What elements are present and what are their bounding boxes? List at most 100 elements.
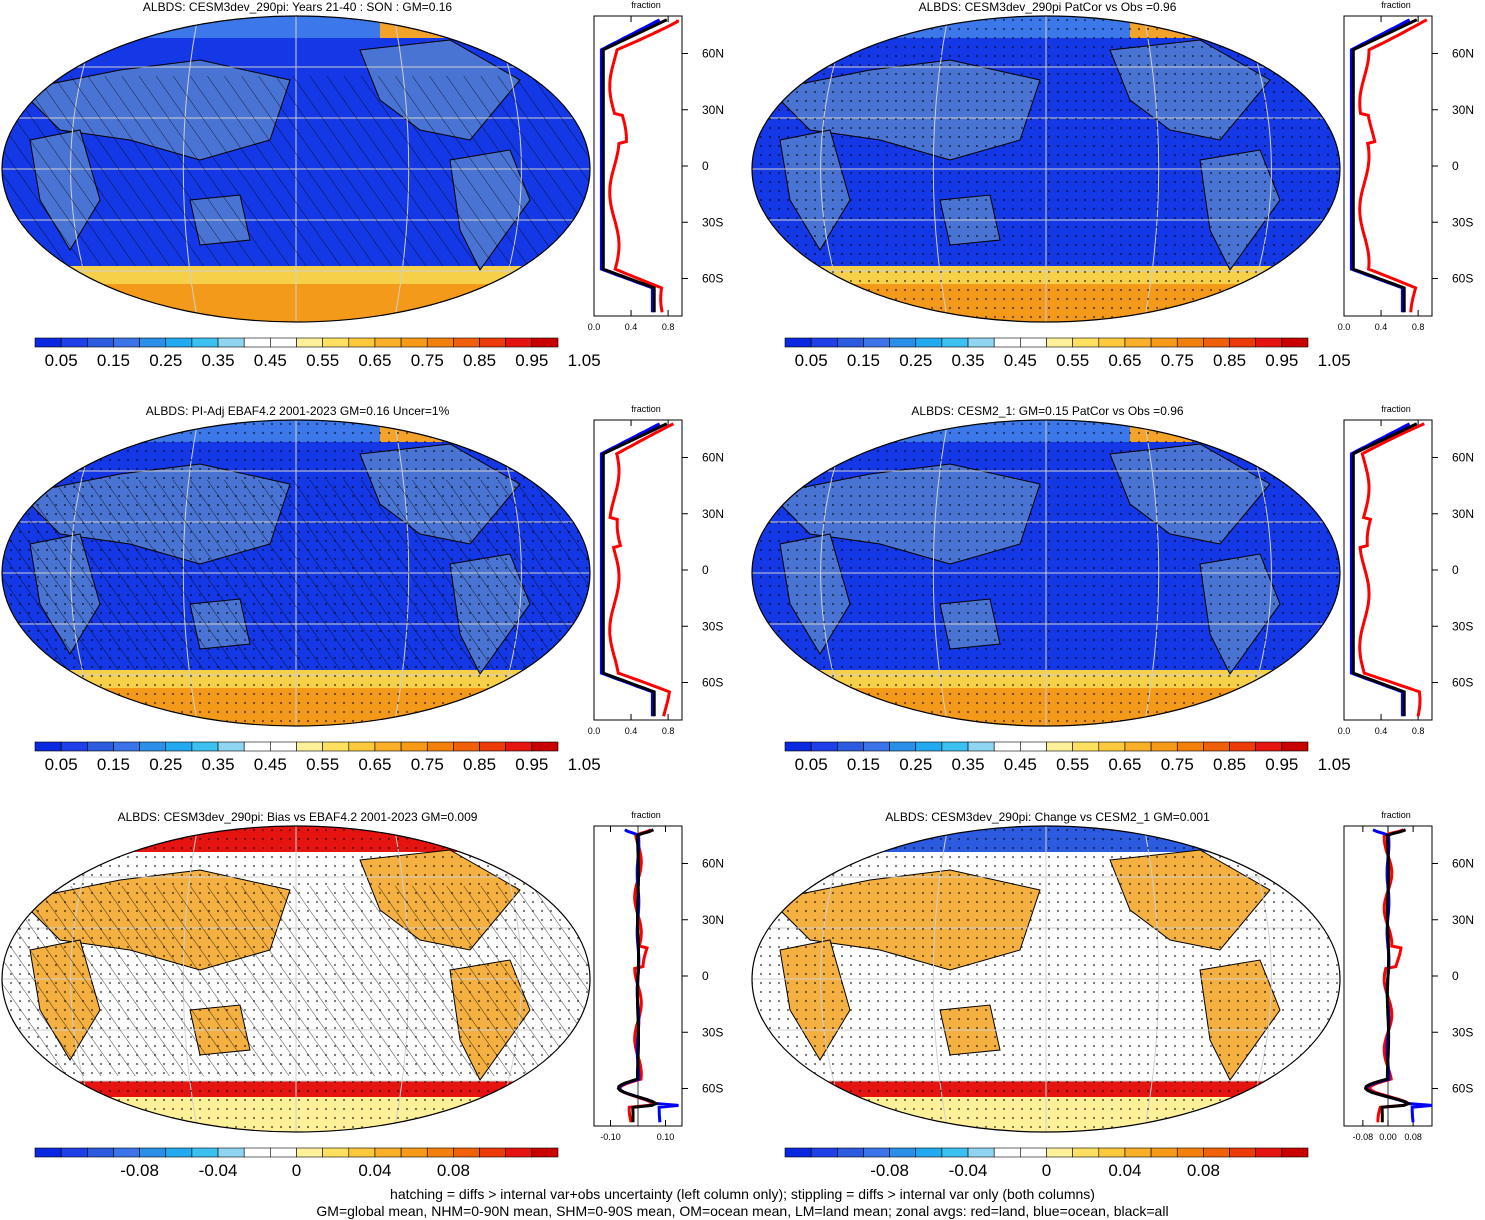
map-outline bbox=[1, 15, 591, 323]
colorbar-swatch bbox=[426, 337, 454, 348]
colorbar-swatch bbox=[348, 741, 376, 752]
colorbar-swatch bbox=[1229, 741, 1256, 752]
zonal-series-all bbox=[1351, 422, 1418, 717]
colorbar-swatch bbox=[1229, 1147, 1256, 1158]
colorbar-swatch bbox=[165, 337, 193, 348]
colorbar-swatch bbox=[810, 337, 838, 348]
zonal-series-land bbox=[1358, 422, 1425, 717]
footer-line-2: GM=global mean, NHM=0-90N mean, SHM=0-90… bbox=[316, 1203, 1169, 1219]
colorbar-swatch bbox=[1150, 741, 1178, 752]
colorbar-swatch bbox=[217, 1147, 245, 1158]
colorbar-swatch bbox=[217, 741, 245, 752]
colorbar-swatch bbox=[1203, 741, 1230, 752]
colorbar-swatch bbox=[453, 741, 480, 752]
panel-title: ALBDS: CESM3dev_290pi PatCor vs Obs =0.9… bbox=[918, 0, 1177, 14]
map-svg bbox=[1, 825, 591, 1133]
zonal-title: fraction bbox=[631, 404, 661, 414]
panel-6: ALBDS: CESM3dev_290pi: Change vs CESM2_1… bbox=[750, 810, 1485, 1210]
lat-tick-label: 30S bbox=[702, 1025, 723, 1039]
zonal-series-ocean bbox=[1349, 18, 1411, 313]
colorbar-swatch bbox=[1098, 741, 1126, 752]
x-tick-label: 0.8 bbox=[662, 322, 675, 332]
lat-tick-label: 30N bbox=[1452, 913, 1474, 927]
colorbar-swatch bbox=[139, 741, 167, 752]
colorbar-label: 0.75 bbox=[411, 755, 444, 774]
colorbar-swatch bbox=[296, 337, 323, 348]
x-tick-label: 0.8 bbox=[1412, 322, 1425, 332]
colorbar-swatch bbox=[113, 337, 140, 348]
x-tick-label: 0.8 bbox=[662, 726, 675, 736]
colorbar-swatch bbox=[87, 741, 114, 752]
colorbar-label: 0.75 bbox=[1161, 755, 1194, 774]
colorbar-swatch bbox=[863, 741, 890, 752]
colorbar-label: 0.65 bbox=[1108, 755, 1141, 774]
colorbar-label: -0.04 bbox=[199, 1161, 238, 1180]
colorbar-swatch bbox=[531, 337, 559, 348]
colorbar-label: 0.25 bbox=[899, 351, 932, 370]
colorbar-label: -0.08 bbox=[120, 1161, 159, 1180]
panel-title: ALBDS: CESM3dev_290pi: Bias vs EBAF4.2 2… bbox=[117, 810, 478, 824]
colorbar-label: 1.05 bbox=[568, 755, 600, 774]
colorbar-swatch bbox=[1124, 1147, 1152, 1158]
colorbar-swatch bbox=[1176, 1147, 1204, 1158]
lat-tick-label: 30N bbox=[702, 103, 724, 117]
colorbar-swatch bbox=[374, 1147, 402, 1158]
map-field bbox=[752, 826, 1340, 1132]
panel-title: ALBDS: CESM3dev_290pi: Change vs CESM2_1… bbox=[885, 810, 1210, 824]
colorbar: -0.08 -0.04 0 0.04 0.08 bbox=[784, 1147, 1309, 1180]
zonal-series-ocean bbox=[1349, 422, 1411, 717]
x-tick-label: 0.00 bbox=[1379, 1132, 1397, 1142]
colorbar-swatch bbox=[1046, 741, 1073, 752]
colorbar-swatch bbox=[810, 741, 838, 752]
colorbar-swatch bbox=[217, 337, 245, 348]
colorbar-label: 1.05 bbox=[1318, 755, 1350, 774]
colorbar-swatch bbox=[1255, 741, 1283, 752]
map-svg bbox=[751, 15, 1341, 323]
stippling-overlay bbox=[752, 826, 1340, 1132]
lat-tick-label: 30N bbox=[702, 913, 724, 927]
colorbar-swatch bbox=[784, 337, 812, 348]
lat-tick-label: 30S bbox=[1452, 1025, 1473, 1039]
colorbar-swatch bbox=[34, 1147, 62, 1158]
lat-tick-label: 60N bbox=[702, 451, 724, 465]
colorbar-swatch bbox=[453, 337, 480, 348]
zonal-title: fraction bbox=[1381, 0, 1411, 10]
colorbar-swatch bbox=[374, 741, 402, 752]
zonal-profile: fraction 60N 30N 0 30S 60S 0.0 0.4 0.8 bbox=[1338, 404, 1474, 736]
panel-4: ALBDS: CESM2_1: GM=0.15 PatCor vs Obs =0… bbox=[750, 404, 1485, 804]
colorbar-swatch bbox=[139, 337, 167, 348]
zonal-title: fraction bbox=[631, 810, 661, 820]
colorbar-swatch bbox=[1020, 1147, 1047, 1158]
panel-title: ALBDS: PI-Adj EBAF4.2 2001-2023 GM=0.16 … bbox=[145, 404, 450, 418]
colorbar-label: -0.04 bbox=[949, 1161, 988, 1180]
colorbar-swatch bbox=[1203, 1147, 1230, 1158]
lat-tick-label: 0 bbox=[1452, 563, 1459, 577]
zonal-series-all bbox=[601, 18, 668, 313]
colorbar-swatch bbox=[863, 1147, 890, 1158]
colorbar-label: 0.65 bbox=[358, 755, 391, 774]
zonal-series-ocean bbox=[1364, 828, 1433, 1123]
colorbar-swatch bbox=[837, 337, 864, 348]
lat-tick-label: 30S bbox=[702, 215, 723, 229]
colorbar-swatch bbox=[993, 741, 1021, 752]
colorbar-swatch bbox=[967, 1147, 995, 1158]
colorbar-label: 0.75 bbox=[1161, 351, 1194, 370]
x-tick-label: 0.0 bbox=[1338, 322, 1351, 332]
colorbar-swatch bbox=[915, 337, 943, 348]
colorbar-swatch bbox=[113, 741, 140, 752]
colorbar-label: 0.25 bbox=[899, 755, 932, 774]
colorbar-swatch bbox=[270, 1147, 297, 1158]
x-tick-label: 0.4 bbox=[1375, 726, 1388, 736]
colorbar-swatch bbox=[1176, 741, 1204, 752]
colorbar-swatch bbox=[400, 741, 428, 752]
colorbar-label: 0.85 bbox=[1213, 755, 1246, 774]
x-tick-label: -0.10 bbox=[600, 1132, 621, 1142]
colorbar-swatch bbox=[915, 1147, 943, 1158]
colorbar-swatch bbox=[60, 337, 88, 348]
colorbar-swatch bbox=[243, 337, 271, 348]
stippling-overlay bbox=[2, 826, 590, 1132]
colorbar-swatch bbox=[531, 741, 559, 752]
colorbar-swatch bbox=[165, 1147, 193, 1158]
lat-tick-label: 30S bbox=[1452, 619, 1473, 633]
colorbar-swatch bbox=[191, 1147, 219, 1158]
